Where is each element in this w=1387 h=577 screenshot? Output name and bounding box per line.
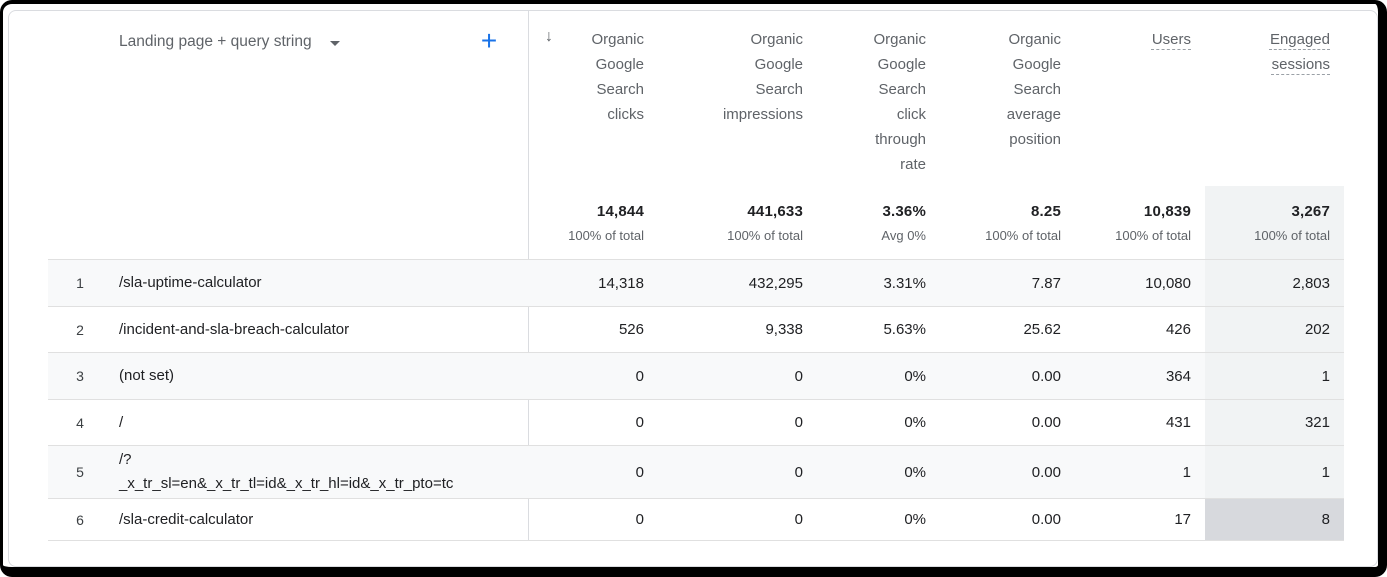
totals-value: 3,267 (1291, 203, 1330, 220)
cell-engaged-sessions: 1 (1205, 446, 1344, 498)
add-dimension-button[interactable]: + (467, 19, 511, 63)
metrics-table: ↓ Organic Google Search clicks Organic G… (48, 11, 1344, 541)
column-header-label: Engaged sessions (1269, 31, 1330, 73)
totals-cell-impressions: 441,633 100% of total (658, 186, 817, 259)
row-index: 6 (76, 511, 84, 528)
row-index: 4 (76, 414, 84, 431)
cell-impressions: 0 (794, 511, 803, 528)
landing-page-label: /sla-uptime-calculator (119, 274, 262, 291)
cell-impressions: 9,338 (765, 321, 803, 338)
cell-clicks: 0 (635, 414, 644, 431)
cell-avg-position: 25.62 (1023, 321, 1061, 338)
totals-value: 441,633 (747, 203, 803, 220)
table-header-row: ↓ Organic Google Search clicks Organic G… (48, 11, 1344, 186)
totals-value: 8.25 (1031, 203, 1061, 220)
totals-subtext: 100% of total (1115, 228, 1191, 243)
table-row[interactable]: 4 / 0 0 0% 0.00 431 321 (48, 399, 1344, 445)
table-row[interactable]: 3 (not set) 0 0 0% 0.00 364 1 (48, 352, 1344, 399)
row-index: 5 (76, 464, 84, 480)
totals-cell-users: 10,839 100% of total (1075, 186, 1205, 259)
column-header-label: Organic Google Search average position (1006, 31, 1061, 148)
row-index: 3 (76, 368, 84, 384)
totals-subtext: Avg 0% (881, 228, 926, 243)
header-spacer (112, 11, 528, 186)
cell-ctr: 3.31% (883, 274, 926, 292)
cell-users: 10,080 (1145, 274, 1191, 292)
cell-clicks: 526 (618, 321, 644, 338)
cell-engaged-sessions: 2,803 (1205, 260, 1344, 306)
cell-ctr: 0% (904, 367, 926, 385)
cell-engaged-sessions: 8 (1205, 499, 1344, 540)
cell-avg-position: 0.00 (1031, 414, 1061, 431)
report-table-card: Landing page + query string + ↓ Organic … (8, 10, 1378, 567)
landing-page-label: /sla-credit-calculator (119, 510, 254, 528)
column-header-organic-clicks[interactable]: ↓ Organic Google Search clicks (528, 11, 658, 186)
chevron-down-icon (329, 40, 340, 46)
cell-engaged-sessions: 1 (1205, 353, 1344, 399)
table-row[interactable]: 1 /sla-uptime-calculator 14,318 432,295 … (48, 259, 1344, 306)
totals-cell-clicks: 14,844 100% of total (528, 186, 658, 259)
totals-subtext: 100% of total (985, 228, 1061, 243)
cell-engaged-sessions: 321 (1205, 400, 1344, 445)
cell-users: 17 (1174, 511, 1191, 528)
totals-subtext: 100% of total (568, 228, 644, 243)
cell-users: 1 (1182, 463, 1191, 481)
column-header-organic-avg-position[interactable]: Organic Google Search average position (940, 11, 1075, 186)
totals-spacer (48, 186, 112, 259)
table-row[interactable]: 5 /? _x_tr_sl=en&_x_tr_tl=id&_x_tr_hl=id… (48, 445, 1344, 498)
row-index: 2 (76, 321, 84, 338)
cell-users: 431 (1165, 414, 1191, 431)
landing-page-label: /? _x_tr_sl=en&_x_tr_tl=id&_x_tr_hl=id&_… (119, 451, 454, 492)
landing-page-label: (not set) (119, 367, 175, 384)
cell-ctr: 5.63% (883, 321, 926, 338)
cell-clicks: 0 (635, 367, 644, 385)
landing-page-label: /incident-and-sla-breach-calculator (119, 320, 350, 338)
table-row[interactable]: 6 /sla-credit-calculator 0 0 0% 0.00 17 … (48, 498, 1344, 541)
totals-cell-engaged-sessions: 3,267 100% of total (1205, 186, 1344, 259)
cell-engaged-sessions: 202 (1205, 307, 1344, 352)
column-header-label: Users (1151, 31, 1191, 48)
cell-avg-position: 7.87 (1031, 274, 1061, 292)
cell-users: 426 (1165, 321, 1191, 338)
cell-clicks: 0 (635, 463, 644, 481)
row-index: 1 (76, 275, 84, 291)
totals-value: 10,839 (1143, 203, 1191, 220)
column-header-organic-ctr[interactable]: Organic Google Search click through rate (817, 11, 940, 186)
table-row[interactable]: 2 /incident-and-sla-breach-calculator 52… (48, 306, 1344, 352)
cell-impressions: 0 (794, 414, 803, 431)
header-spacer (48, 11, 112, 186)
totals-cell-avg-position: 8.25 100% of total (940, 186, 1075, 259)
totals-subtext: 100% of total (1254, 228, 1330, 243)
cell-ctr: 0% (904, 511, 926, 528)
cell-ctr: 0% (904, 414, 926, 431)
cell-impressions: 0 (794, 367, 803, 385)
cell-ctr: 0% (904, 463, 926, 481)
cell-clicks: 0 (635, 511, 644, 528)
totals-value: 14,844 (596, 203, 644, 220)
column-header-label: Organic Google Search click through rate (873, 31, 926, 173)
totals-subtext: 100% of total (727, 228, 803, 243)
cell-avg-position: 0.00 (1031, 511, 1061, 528)
column-header-users[interactable]: Users (1075, 11, 1205, 186)
totals-value: 3.36% (882, 203, 926, 220)
dimension-selector-label: Landing page + query string (119, 33, 312, 50)
column-header-label: Organic Google Search clicks (591, 31, 644, 123)
column-header-organic-impressions[interactable]: Organic Google Search impressions (658, 11, 817, 186)
totals-spacer (112, 186, 528, 259)
cell-avg-position: 0.00 (1031, 463, 1061, 481)
column-header-label: Organic Google Search impressions (722, 31, 803, 123)
totals-cell-ctr: 3.36% Avg 0% (817, 186, 940, 259)
cell-users: 364 (1165, 367, 1191, 385)
column-header-engaged-sessions[interactable]: Engaged sessions (1205, 11, 1344, 186)
cell-impressions: 432,295 (748, 274, 803, 292)
cell-clicks: 14,318 (598, 274, 644, 292)
sort-descending-icon[interactable]: ↓ (545, 28, 553, 45)
cell-avg-position: 0.00 (1031, 367, 1061, 385)
cell-impressions: 0 (794, 463, 803, 481)
landing-page-label: / (119, 413, 124, 431)
totals-row: 14,844 100% of total 441,633 100% of tot… (48, 186, 1344, 259)
dimension-selector[interactable]: Landing page + query string (119, 33, 340, 51)
